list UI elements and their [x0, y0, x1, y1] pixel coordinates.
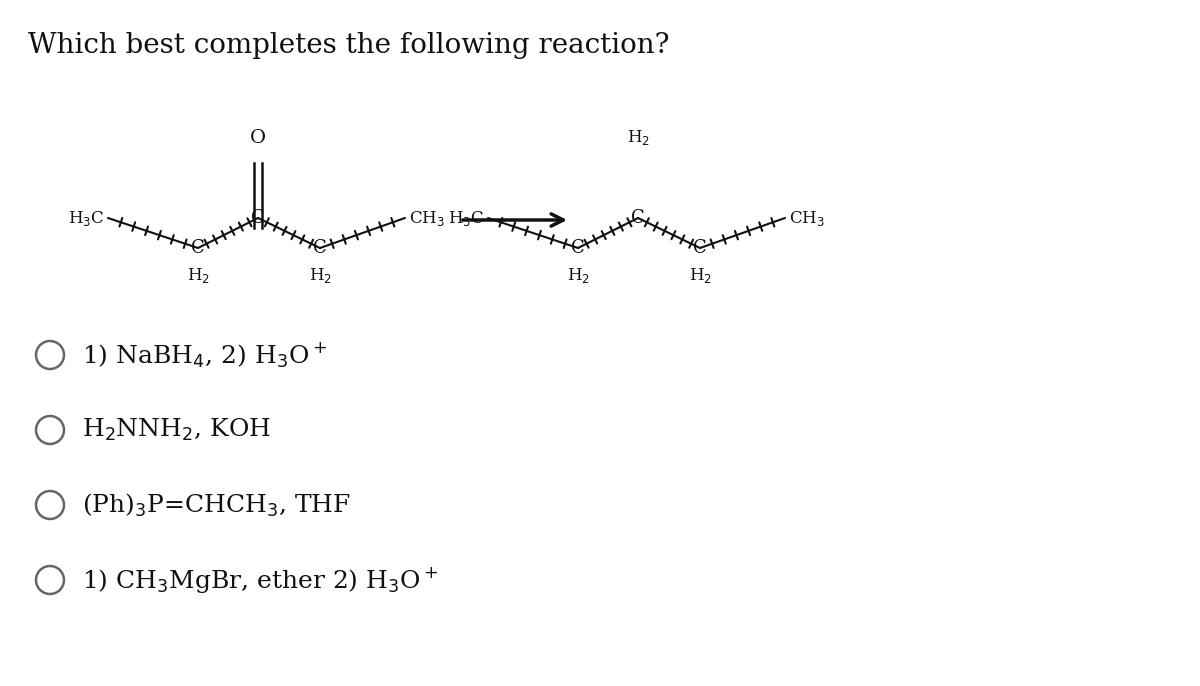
Text: CH$_3$: CH$_3$ [409, 209, 445, 228]
Text: 1) CH$_3$MgBr, ether 2) H$_3$O$^+$: 1) CH$_3$MgBr, ether 2) H$_3$O$^+$ [82, 565, 438, 595]
Text: H$_2$: H$_2$ [308, 266, 331, 285]
Text: H$_2$: H$_2$ [566, 266, 589, 285]
Text: CH$_3$: CH$_3$ [790, 209, 824, 228]
Text: C: C [191, 239, 205, 257]
Text: H$_2$: H$_2$ [186, 266, 210, 285]
Text: H$_2$: H$_2$ [689, 266, 712, 285]
Text: (Ph)$_3$P=CHCH$_3$, THF: (Ph)$_3$P=CHCH$_3$, THF [82, 491, 350, 519]
Text: H$_3$C: H$_3$C [67, 209, 104, 228]
Text: H$_2$: H$_2$ [626, 128, 649, 147]
Text: C: C [571, 239, 584, 257]
Text: O: O [250, 129, 266, 147]
Text: C: C [251, 209, 265, 227]
Text: H$_2$NNH$_2$, KOH: H$_2$NNH$_2$, KOH [82, 417, 271, 443]
Text: C: C [631, 209, 644, 227]
Text: 1) NaBH$_4$, 2) H$_3$O$^+$: 1) NaBH$_4$, 2) H$_3$O$^+$ [82, 340, 328, 370]
Text: Which best completes the following reaction?: Which best completes the following react… [28, 32, 670, 59]
Text: C: C [313, 239, 326, 257]
Text: C: C [694, 239, 707, 257]
Text: H$_3$C: H$_3$C [448, 209, 484, 228]
